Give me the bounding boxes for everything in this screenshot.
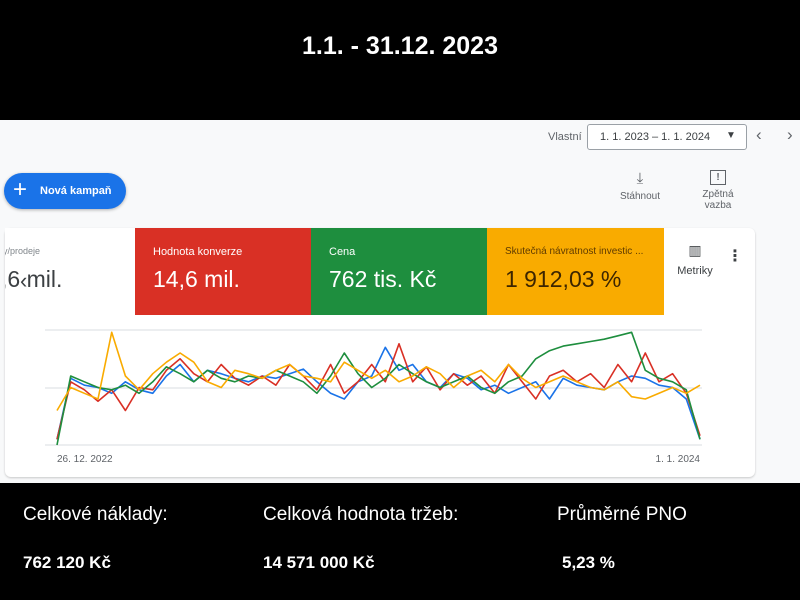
screenshot: Vlastní 1. 1. 2023 – 1. 1. 2024 ▼ ‹ › + … [0,120,800,483]
series-line [56,343,701,440]
metric-label: Hodnota konverze [153,246,243,258]
scroll-left-icon[interactable]: ‹ [20,268,28,293]
metric-card: Hodnota konverze 14,6 mil. [135,228,311,315]
summary-label: Celkové náklady: [23,504,168,525]
metrics-label: Metriky [677,265,713,277]
metric-value: 14,6 mil. [153,266,240,292]
metric-label: y/prodeje [5,246,41,256]
x-tick-label: 26. 12. 2022 [57,454,113,465]
page-title: 1.1. - 31.12. 2023 [302,32,498,60]
metrics-icon: ▥ [688,242,702,258]
prev-button[interactable]: ‹ [756,125,762,144]
summary-label: Průměrné PNO [557,504,687,525]
date-range: 1. 1. 2023 – 1. 1. 2024 [600,131,711,143]
metric-value: 762 tis. Kč [329,266,437,292]
metric-card: y/prodeje ,6 mil. [5,228,135,315]
date-label: Vlastní [548,131,582,143]
metric-card: Skutečná návratnost investic ... 1 912,03… [487,228,664,315]
series-line [56,331,701,411]
x-tick-label: 1. 1. 2024 [656,454,701,465]
metric-card: Cena 762 tis. Kč [311,228,487,315]
feedback-label: Zpětná vazba [702,189,734,211]
series-line [56,346,701,440]
download-label: Stáhnout [619,191,661,202]
series-line [56,331,701,446]
summary-label: Celková hodnota tržeb: [263,504,459,525]
next-button[interactable]: › [787,125,793,144]
plus-icon: + [13,176,28,203]
feedback-button[interactable]: ! Zpětná vazba [695,170,741,211]
button-label: Nová kampaň [40,185,112,197]
feedback-icon: ! [710,170,726,185]
new-campaign-button[interactable]: + Nová kampaň [4,173,126,209]
download-icon: ⤓ [636,170,644,187]
metric-value: 1 912,03 % [505,266,622,292]
date-picker[interactable]: 1. 1. 2023 – 1. 1. 2024 ▼ [587,124,747,150]
metric-label: Cena [329,246,356,258]
more-menu[interactable]: ⋮ [727,248,743,265]
metric-value: ,6 mil. [5,266,63,292]
summary-value: 14 571 000 Kč [263,553,375,572]
summary-value: 5,23 % [562,553,615,572]
line-chart: 26. 12. 2022 1. 1. 2024 [45,329,702,465]
summary-value: 762 120 Kč [23,553,111,572]
metrics-button[interactable]: ▥ Metriky [670,242,720,277]
metric-label: Skutečná návratnost investic ... [505,246,644,257]
download-button[interactable]: ⤓ Stáhnout [612,170,668,202]
dropdown-arrow: ▼ [726,130,736,141]
